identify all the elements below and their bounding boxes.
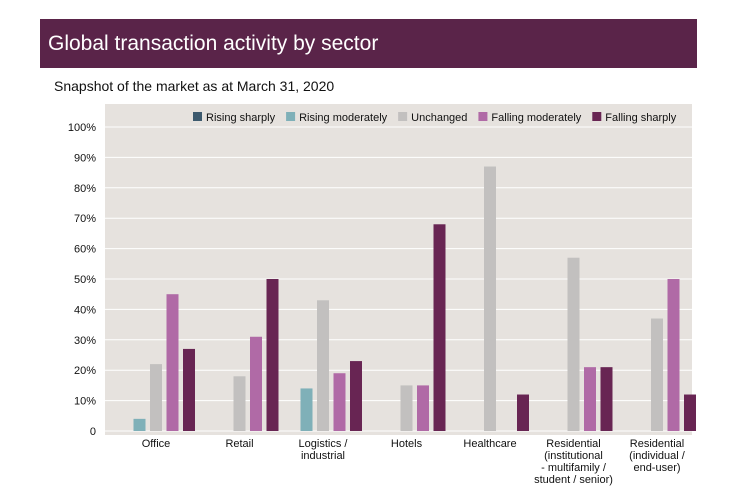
y-tick-label: 20% bbox=[74, 365, 96, 377]
bar bbox=[667, 279, 680, 431]
y-tick-label: 0 bbox=[90, 426, 96, 438]
bar bbox=[567, 257, 580, 431]
legend-swatch bbox=[398, 112, 408, 121]
y-tick-label: 70% bbox=[74, 213, 96, 225]
x-axis-labels: Office Retail Logistics / industrial Hotels H… bbox=[142, 438, 686, 486]
x-category-label: Office bbox=[142, 438, 171, 450]
legend-label: Unchanged bbox=[411, 112, 467, 124]
y-tick-label: 100% bbox=[68, 122, 96, 134]
bar bbox=[150, 364, 162, 431]
y-tick-label: 90% bbox=[74, 152, 96, 164]
y-axis-ticks: 0 10% 20% 30% 40% 50% 60% 70% 80% 90% 100% bbox=[68, 122, 96, 438]
legend-swatch bbox=[592, 112, 602, 121]
bar bbox=[183, 348, 195, 431]
y-tick-label: 10% bbox=[74, 396, 96, 408]
legend-label: Rising moderately bbox=[299, 112, 388, 124]
bar bbox=[233, 376, 246, 431]
bar bbox=[584, 367, 596, 431]
bar bbox=[166, 294, 179, 431]
x-category-label: Logistics / industrial bbox=[299, 438, 349, 462]
bar bbox=[651, 318, 663, 431]
legend-label: Falling moderately bbox=[491, 112, 581, 124]
bar bbox=[517, 394, 529, 431]
chart-title-bar: Global transaction activity by sector bbox=[40, 19, 697, 68]
x-category-label: Retail bbox=[225, 438, 253, 450]
y-tick-label: 50% bbox=[74, 274, 96, 286]
bar bbox=[133, 418, 146, 431]
y-tick-label: 60% bbox=[74, 244, 96, 256]
chart-subtitle: Snapshot of the market as at March 31, 2… bbox=[54, 78, 335, 94]
bar bbox=[433, 224, 446, 431]
x-category-label: Residential (individual / end-user) bbox=[629, 438, 686, 474]
bar bbox=[300, 388, 313, 431]
bar bbox=[417, 385, 429, 431]
legend: Rising sharply Rising moderately Unchanged… bbox=[193, 112, 677, 124]
bar bbox=[250, 336, 262, 431]
chart-title: Global transaction activity by sector bbox=[48, 31, 379, 55]
bar bbox=[684, 394, 696, 431]
legend-label: Rising sharply bbox=[206, 112, 276, 124]
bars bbox=[133, 166, 696, 431]
legend-swatch bbox=[193, 112, 202, 121]
legend-swatch bbox=[478, 112, 488, 121]
bar bbox=[333, 373, 346, 431]
bar bbox=[266, 279, 279, 431]
bar bbox=[350, 361, 362, 431]
bar bbox=[600, 367, 613, 431]
x-category-label: Healthcare bbox=[463, 438, 516, 450]
y-tick-label: 80% bbox=[74, 183, 96, 195]
bar bbox=[484, 166, 496, 431]
bar bbox=[317, 300, 329, 431]
legend-label: Falling sharply bbox=[605, 112, 676, 124]
legend-swatch bbox=[286, 112, 296, 121]
x-category-label: Residential (institutional - multifamily /… bbox=[534, 438, 613, 486]
bar bbox=[400, 385, 413, 431]
x-category-label: Hotels bbox=[391, 438, 423, 450]
y-tick-label: 40% bbox=[74, 304, 96, 316]
y-tick-label: 30% bbox=[74, 335, 96, 347]
